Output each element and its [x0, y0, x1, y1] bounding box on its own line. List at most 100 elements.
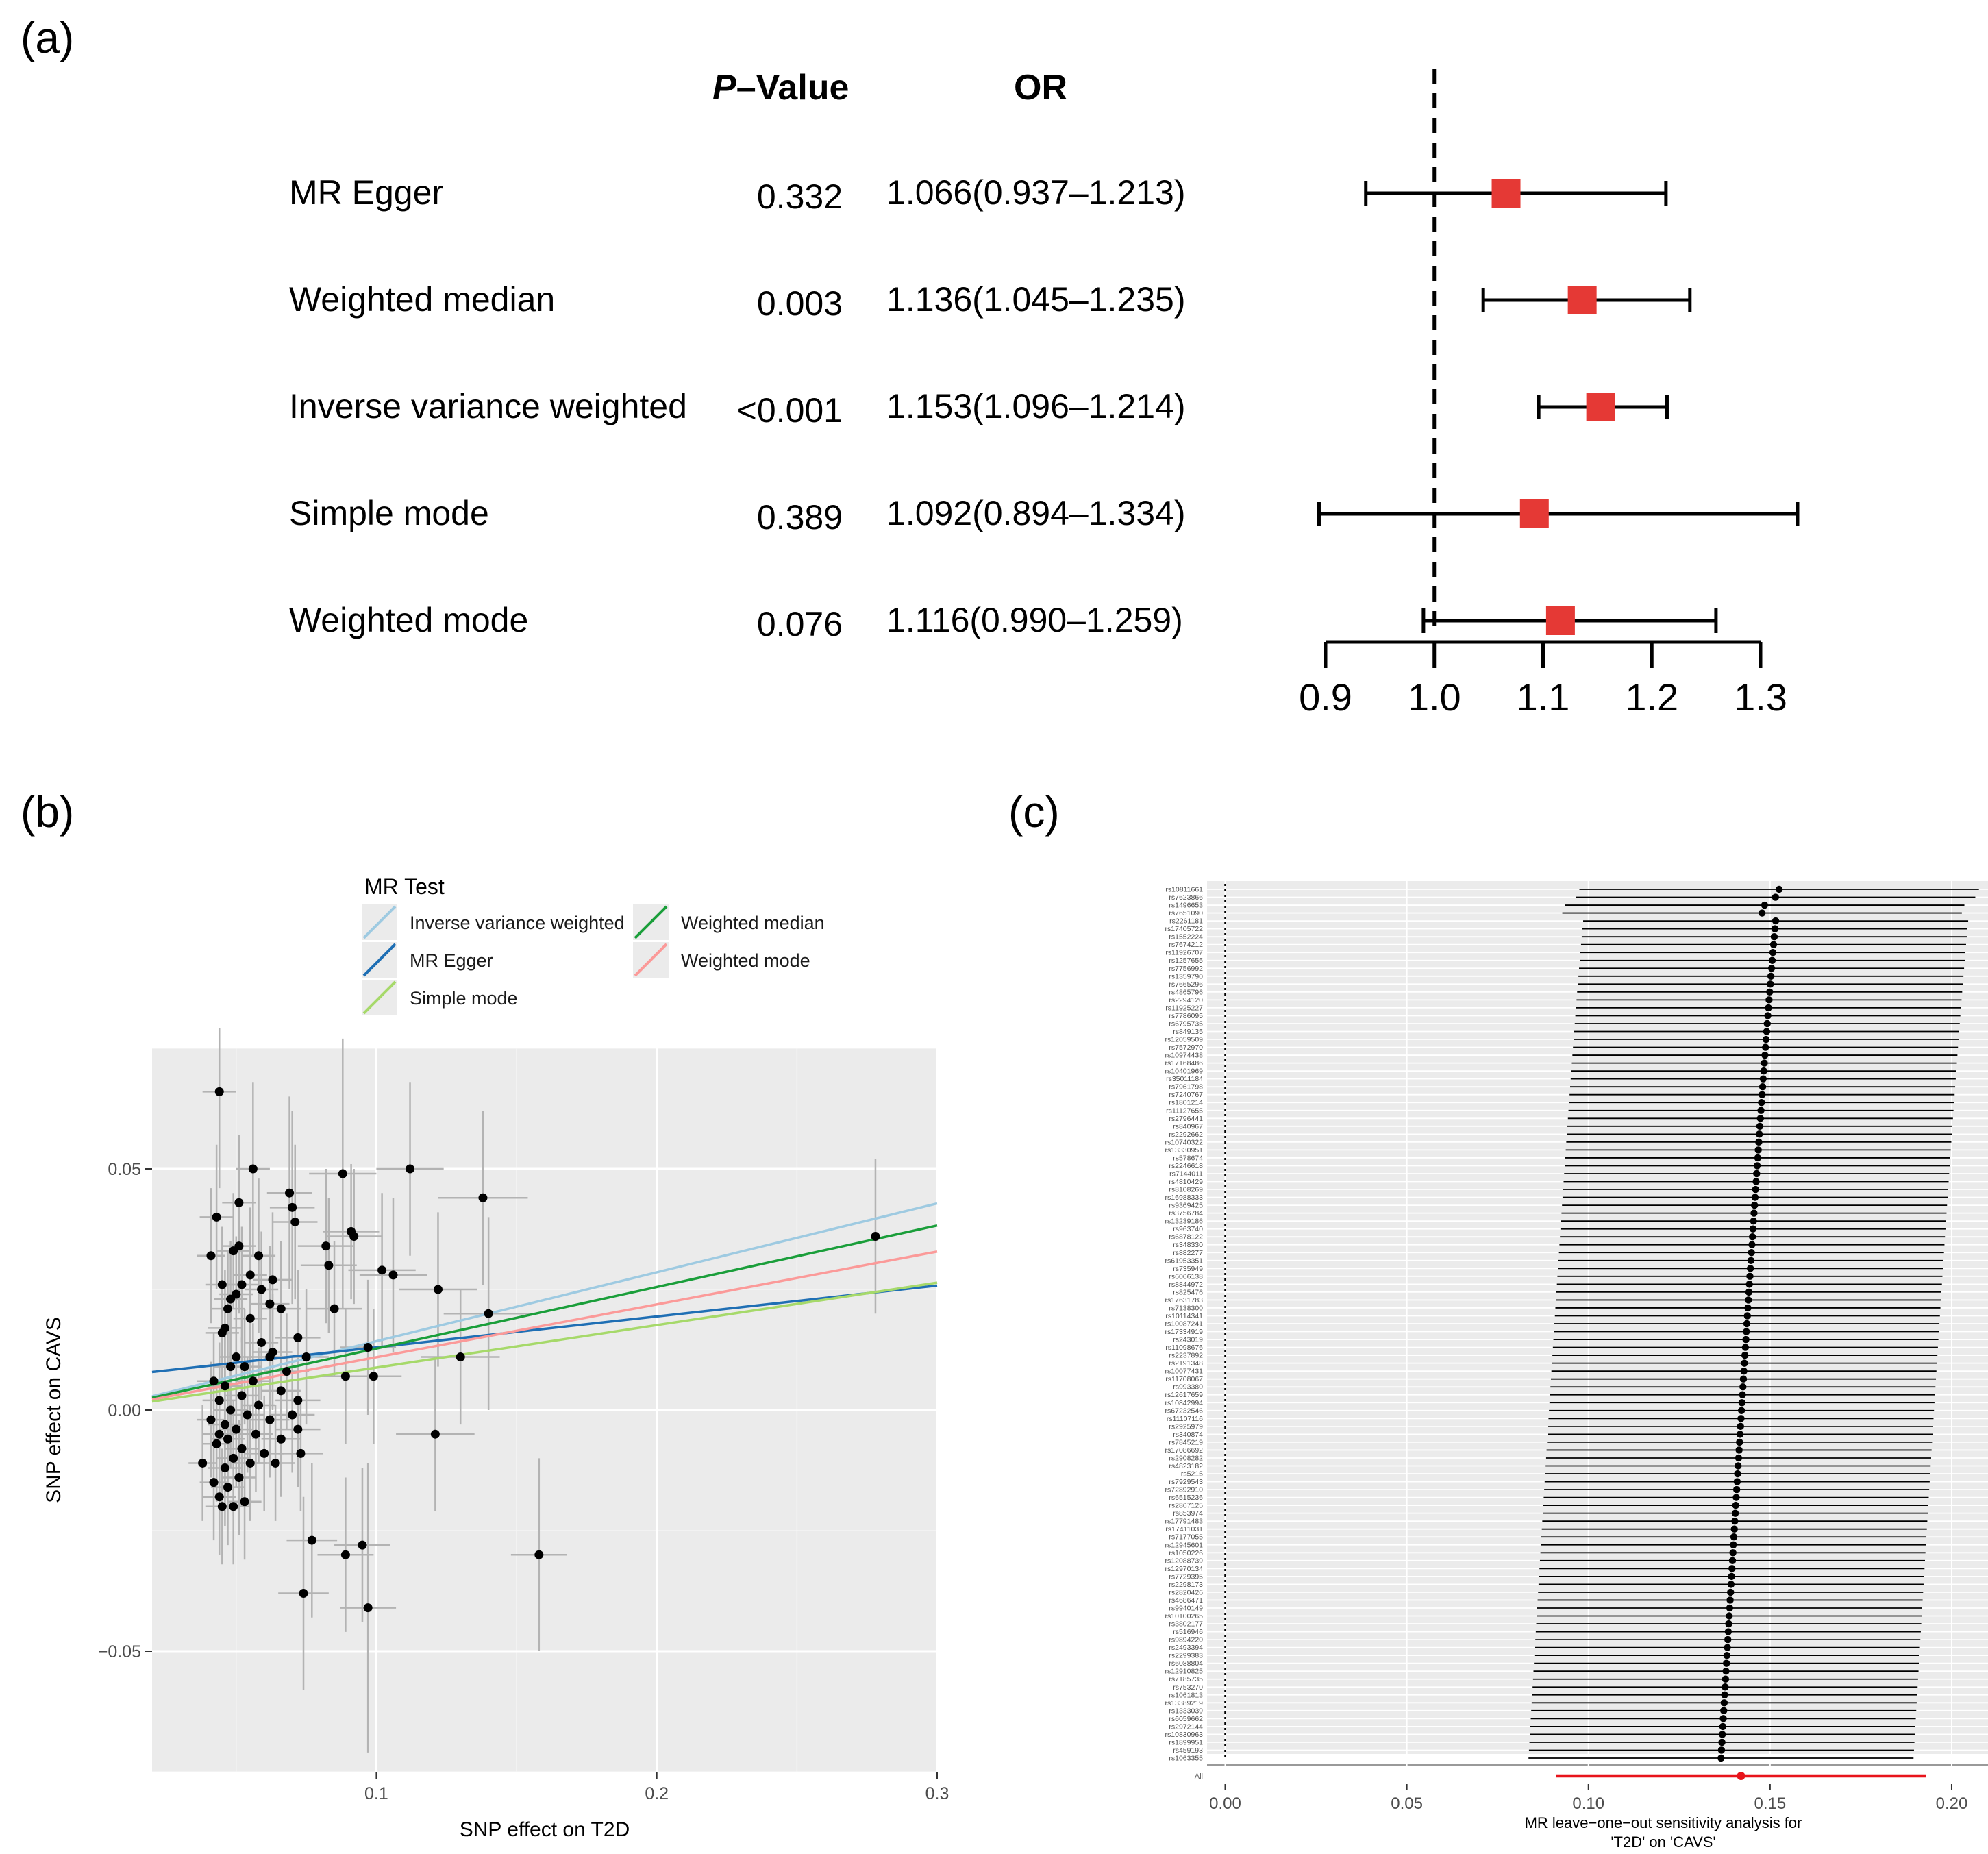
- snp-label: rs2925979: [1169, 1422, 1203, 1431]
- forest-or-text: 1.116(0.990–1.259): [886, 601, 1183, 639]
- snp-label: rs7572970: [1169, 1043, 1203, 1052]
- snp-point: [240, 1497, 249, 1507]
- snp-label: rs753270: [1173, 1683, 1203, 1692]
- snp-point: [1718, 1738, 1726, 1746]
- snp-point: [1743, 1312, 1751, 1320]
- snp-label: rs735949: [1173, 1265, 1203, 1273]
- snp-point: [1763, 1028, 1771, 1035]
- snp-label: rs6088804: [1169, 1659, 1203, 1668]
- snp-point: [1770, 932, 1778, 941]
- snp-point: [254, 1400, 264, 1410]
- snp-label: rs2298173: [1169, 1581, 1203, 1589]
- forest-method-label: Weighted median: [289, 280, 556, 319]
- snp-point: [1737, 1415, 1745, 1422]
- snp-label: rs9894220: [1169, 1636, 1203, 1644]
- snp-point: [1748, 1233, 1756, 1241]
- snp-point: [206, 1251, 216, 1261]
- snp-point: [226, 1362, 236, 1372]
- snp-point: [377, 1265, 387, 1275]
- snp-label: rs61953351: [1165, 1257, 1204, 1265]
- y-tick-label: −0.05: [98, 1642, 141, 1661]
- snp-label: rs72892910: [1165, 1486, 1204, 1494]
- snp-point: [1753, 1170, 1761, 1178]
- snp-point: [1730, 1541, 1737, 1548]
- plot-background: [1207, 881, 1988, 1754]
- snp-point: [245, 1270, 255, 1280]
- snp-point: [268, 1275, 277, 1285]
- snp-label: rs1496653: [1169, 902, 1203, 910]
- snp-label: rs9940149: [1169, 1604, 1203, 1612]
- forest-method-label: MR Egger: [289, 173, 444, 212]
- snp-label: rs67232546: [1165, 1407, 1204, 1415]
- legend-swatch: [362, 980, 397, 1015]
- snp-point: [237, 1444, 247, 1453]
- snp-label: rs882277: [1173, 1249, 1203, 1257]
- snp-point: [1732, 1485, 1741, 1494]
- snp-point: [237, 1280, 247, 1289]
- y-tick-label: 0.05: [108, 1160, 141, 1179]
- snp-label: rs1899951: [1169, 1738, 1203, 1746]
- legend-label: Inverse variance weighted: [410, 913, 625, 933]
- snp-label: rs849135: [1173, 1028, 1203, 1036]
- snp-label: rs2246618: [1169, 1162, 1203, 1170]
- snp-point: [212, 1439, 221, 1448]
- snp-label: rs11925227: [1165, 1004, 1203, 1012]
- chart-title-line2: 'T2D' on 'CAVS': [1611, 1833, 1715, 1851]
- or-header: OR: [1014, 68, 1067, 108]
- snp-point: [234, 1198, 244, 1207]
- snp-point: [1761, 1043, 1769, 1051]
- snp-point: [290, 1217, 300, 1226]
- x-tick-label: 0.05: [1391, 1794, 1423, 1813]
- legend-swatch: [362, 905, 397, 939]
- snp-point: [1746, 1272, 1754, 1281]
- p-value-header-italic: P: [712, 68, 736, 108]
- snp-point: [1731, 1509, 1739, 1517]
- snp-label: rs6878122: [1169, 1233, 1203, 1241]
- snp-point: [340, 1550, 350, 1559]
- snp-point: [1745, 1281, 1753, 1288]
- snp-point: [1762, 1035, 1770, 1043]
- forest-p-value: 0.389: [756, 498, 843, 536]
- snp-label: rs13330951: [1165, 1146, 1204, 1154]
- snp-point: [1724, 1628, 1732, 1635]
- snp-label: rs2908282: [1169, 1454, 1203, 1462]
- legend-label: MR Egger: [410, 950, 493, 971]
- snp-label: rs2493394: [1169, 1644, 1203, 1652]
- snp-label: rs4865796: [1169, 988, 1203, 996]
- forest-or-text: 1.136(1.045–1.235): [886, 280, 1186, 319]
- snp-label: rs5215: [1181, 1470, 1203, 1479]
- snp-point: [1759, 1091, 1766, 1098]
- snp-point: [226, 1405, 236, 1415]
- snp-label: rs348330: [1173, 1241, 1203, 1249]
- snp-point: [293, 1424, 303, 1434]
- snp-point: [1726, 1604, 1734, 1612]
- snp-point: [1757, 1107, 1765, 1114]
- snp-point: [358, 1540, 367, 1550]
- mr-regression-line: [151, 1281, 938, 1403]
- snp-point: [223, 1304, 233, 1313]
- snp-label: rs1552224: [1169, 933, 1203, 941]
- snp-label: rs12910825: [1165, 1668, 1204, 1676]
- snp-point: [1734, 1470, 1741, 1478]
- snp-point: [1750, 1217, 1757, 1225]
- x-tick-label: 0.3: [925, 1784, 949, 1803]
- x-tick-label: 1.3: [1734, 676, 1787, 719]
- snp-point: [1717, 1746, 1726, 1754]
- snp-point: [223, 1434, 233, 1444]
- snp-label: rs17168486: [1165, 1059, 1204, 1067]
- snp-label: rs3756784: [1169, 1209, 1203, 1218]
- snp-label: rs7185735: [1169, 1675, 1203, 1683]
- snp-point: [245, 1458, 255, 1468]
- snp-point: [265, 1299, 275, 1309]
- snp-label: rs10740322: [1165, 1138, 1204, 1146]
- snp-point: [237, 1391, 247, 1400]
- snp-label: rs7623866: [1169, 893, 1203, 902]
- forest-or-text: 1.092(0.894–1.334): [886, 494, 1186, 532]
- snp-point: [1719, 1731, 1726, 1738]
- or-point: [1491, 179, 1521, 208]
- snp-point: [212, 1212, 221, 1222]
- snp-label: rs13239186: [1165, 1218, 1204, 1226]
- snp-point: [1768, 956, 1776, 964]
- legend-swatch: [634, 905, 668, 939]
- snp-point: [1760, 1067, 1767, 1075]
